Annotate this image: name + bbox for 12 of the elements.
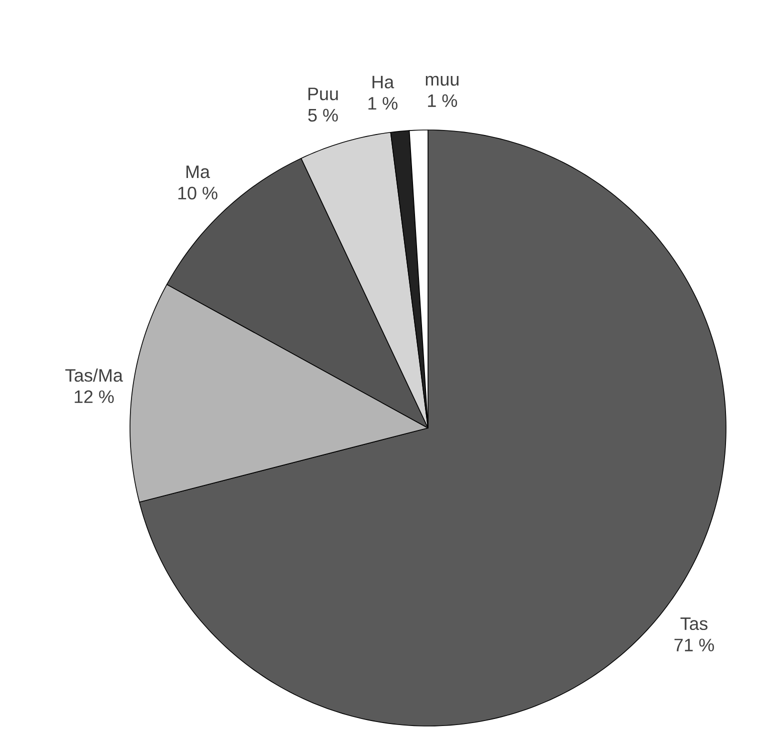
data-label: 1 % [368, 97, 398, 110]
slice-label: muu [426, 76, 459, 86]
data-label: 10 % [178, 186, 218, 200]
data-label: 1 % [428, 94, 458, 107]
slice-label: Ha [372, 76, 394, 88]
slice-label: Tas [680, 617, 708, 630]
data-label: 12 % [74, 390, 114, 404]
data-label: 5 % [308, 108, 338, 122]
slice-label: Puu [308, 88, 338, 100]
data-label: 71 % [674, 638, 714, 652]
slice-label: Tas/Ma [65, 368, 123, 382]
slice-label: Ma [186, 166, 210, 178]
